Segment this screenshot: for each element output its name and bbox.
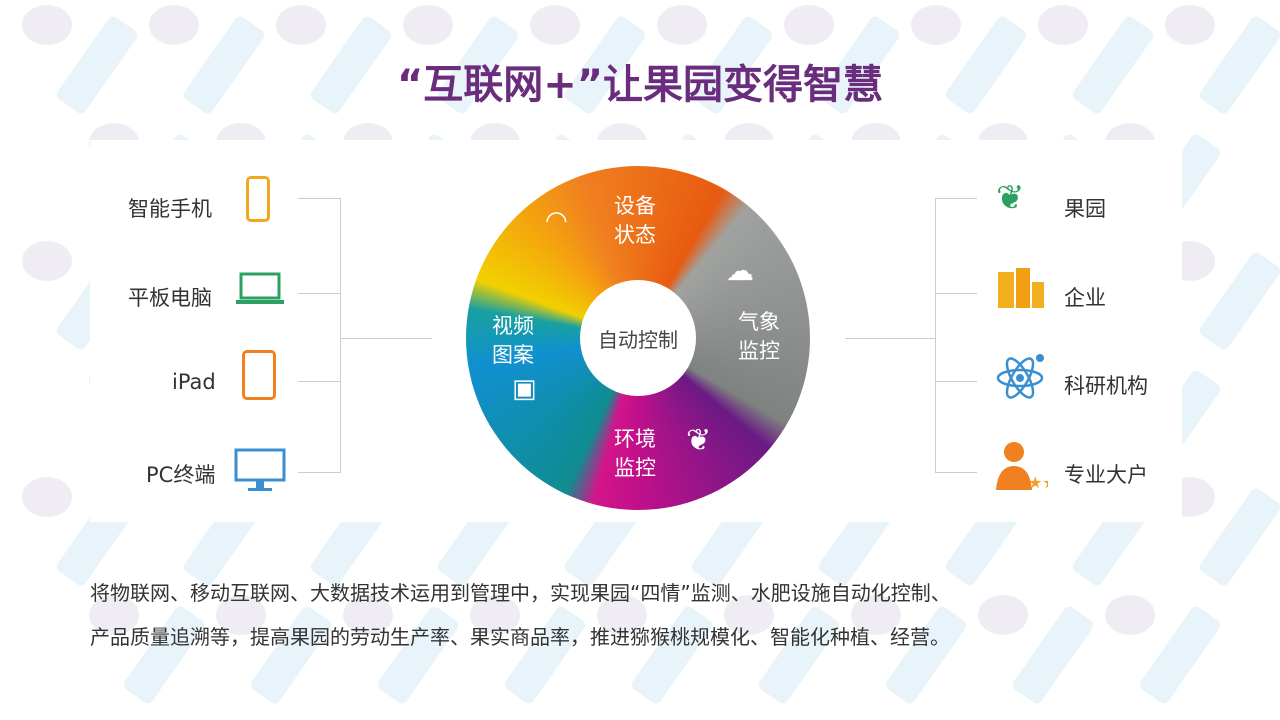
segment-text: 状态 <box>614 223 656 247</box>
monitor-icon <box>234 448 286 494</box>
watermark-logo <box>89 595 139 635</box>
connector <box>298 293 340 294</box>
segment-text: 视频 <box>492 314 534 338</box>
watermark-logo <box>1165 5 1215 45</box>
watermark-logo <box>724 595 774 635</box>
svg-text:★★: ★★ <box>1028 473 1048 492</box>
segment-video: 视频 图案 <box>492 312 534 370</box>
right-label-research: 科研机构 <box>1064 374 1148 398</box>
image-icon: ▣ <box>512 374 537 404</box>
atom-icon <box>996 352 1048 400</box>
segment-environment: 环境 监控 <box>614 425 656 483</box>
segment-text: 环境 <box>614 427 656 451</box>
segment-weather: 气象 监控 <box>738 308 780 366</box>
watermark-logo <box>851 595 901 635</box>
page-title: “互联网+”让果园变得智慧 <box>396 62 884 108</box>
connector <box>935 198 977 199</box>
sprout-icon: ❦ <box>996 178 1025 218</box>
tablet-icon <box>242 350 276 400</box>
left-label-pc: PC终端 <box>146 463 216 487</box>
segment-text: 气象 <box>738 310 780 334</box>
weather-icon: ☁ <box>726 254 754 287</box>
connector <box>935 293 977 294</box>
connector <box>298 381 340 382</box>
left-label-ipad: iPad <box>172 370 216 394</box>
watermark-logo <box>1038 5 1088 45</box>
segment-text: 设备 <box>614 194 656 218</box>
connector <box>935 472 977 473</box>
watermark-logo <box>403 5 453 45</box>
watermark-logo <box>276 5 326 45</box>
body-text-line-1: 将物联网、移动互联网、大数据技术运用到管理中，实现果园“四情”监测、水肥设施自动… <box>90 581 951 605</box>
connector <box>298 472 340 473</box>
connector <box>340 198 341 473</box>
right-label-large-grower: 专业大户 <box>1064 463 1148 487</box>
watermark-logo <box>22 241 72 281</box>
watermark-logo <box>470 595 520 635</box>
watermark-logo <box>911 5 961 45</box>
segment-text: 监控 <box>738 339 780 363</box>
user-star-icon: ★★ <box>996 440 1057 492</box>
watermark-logo <box>597 595 647 635</box>
watermark-logo <box>22 477 72 517</box>
watermark-logo <box>784 5 834 45</box>
center-hub: 自动控制 <box>580 280 696 396</box>
segment-device-status: 设备 状态 <box>614 192 656 250</box>
connector <box>845 338 935 339</box>
body-text-line-2: 产品质量追溯等，提高果园的劳动生产率、果实商品率，推进猕猴桃规模化、智能化种植、… <box>90 625 950 649</box>
connector <box>340 338 432 339</box>
watermark-logo <box>216 595 266 635</box>
globe-leaf-icon: ❦ <box>686 423 712 458</box>
segment-text: 图案 <box>492 343 534 367</box>
watermark-logo <box>149 5 199 45</box>
left-label-tablet-pc: 平板电脑 <box>128 286 212 310</box>
connector <box>298 198 340 199</box>
building-icon <box>996 268 1046 308</box>
watermark-logo <box>657 5 707 45</box>
gauge-icon: ◠ <box>545 206 568 236</box>
watermark-logo <box>978 595 1028 635</box>
smartphone-icon <box>246 176 270 222</box>
connector <box>935 198 936 473</box>
watermark-logo <box>1105 595 1155 635</box>
connector <box>935 381 977 382</box>
right-label-orchard: 果园 <box>1064 197 1106 221</box>
watermark-logo <box>22 5 72 45</box>
left-label-smartphone: 智能手机 <box>128 197 212 221</box>
watermark-logo <box>343 595 393 635</box>
watermark-logo <box>530 5 580 45</box>
laptop-icon <box>236 272 284 306</box>
right-label-enterprise: 企业 <box>1064 286 1106 310</box>
segment-text: 监控 <box>614 456 656 480</box>
